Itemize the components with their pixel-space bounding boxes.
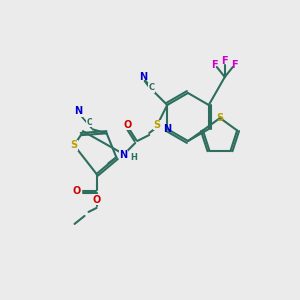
Text: F: F [232, 60, 238, 70]
Text: O: O [123, 120, 131, 130]
Text: H: H [130, 152, 137, 161]
Text: N: N [119, 150, 127, 160]
Text: N: N [139, 72, 147, 82]
Text: C: C [148, 83, 154, 92]
Text: S: S [216, 113, 224, 123]
Text: N: N [75, 106, 83, 116]
Text: S: S [154, 120, 161, 130]
Text: F: F [212, 60, 218, 70]
Text: O: O [72, 186, 81, 196]
Text: O: O [92, 195, 101, 205]
Text: S: S [70, 140, 78, 150]
Text: C: C [87, 118, 92, 127]
Text: N: N [163, 124, 171, 134]
Text: F: F [221, 56, 228, 66]
